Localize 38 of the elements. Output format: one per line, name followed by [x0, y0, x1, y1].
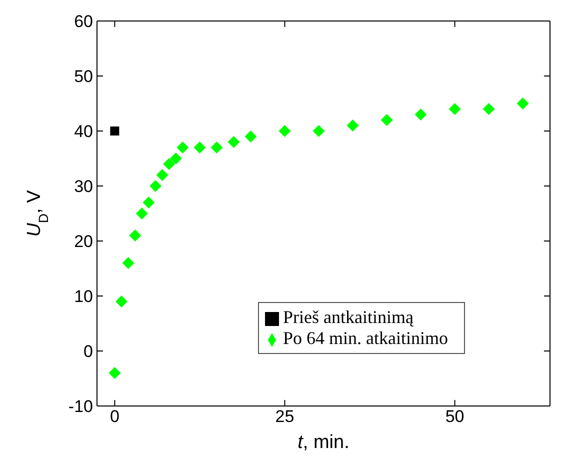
y-tick-label: 50	[74, 67, 93, 86]
point	[170, 152, 182, 164]
y-tick-label: 0	[84, 342, 93, 362]
point	[142, 196, 155, 208]
point	[163, 158, 176, 170]
y-tick-label: -10	[68, 397, 93, 416]
x-tick-label: 25	[275, 407, 294, 426]
point	[346, 120, 359, 132]
point	[122, 257, 134, 269]
point	[414, 108, 427, 120]
point	[115, 296, 128, 308]
x-tick-label: 50	[445, 407, 464, 426]
point	[149, 180, 162, 192]
point	[129, 230, 142, 242]
point	[194, 142, 206, 154]
point	[136, 208, 148, 220]
point	[156, 169, 168, 181]
x-tick-label: 0	[110, 407, 120, 426]
y-tick-label: 10	[74, 287, 93, 306]
point	[278, 125, 291, 137]
y-tick-label: 30	[74, 177, 93, 196]
legend-label: Po 64 min. atkaitinimo	[283, 328, 448, 348]
point	[176, 142, 189, 154]
point	[380, 114, 393, 126]
x-axis-title: t, min.	[298, 432, 350, 453]
point	[482, 103, 495, 115]
point	[108, 367, 121, 379]
legend-label: Prieš antkaitinimą	[283, 307, 414, 327]
y-tick-label: 20	[74, 232, 93, 252]
point	[210, 142, 223, 154]
y-tick-label: 40	[74, 122, 93, 142]
point	[516, 98, 529, 110]
point	[312, 125, 325, 137]
y-tick-label: 60	[74, 12, 93, 32]
point	[448, 103, 461, 115]
point	[244, 130, 257, 142]
point	[228, 136, 240, 148]
point	[110, 126, 120, 136]
